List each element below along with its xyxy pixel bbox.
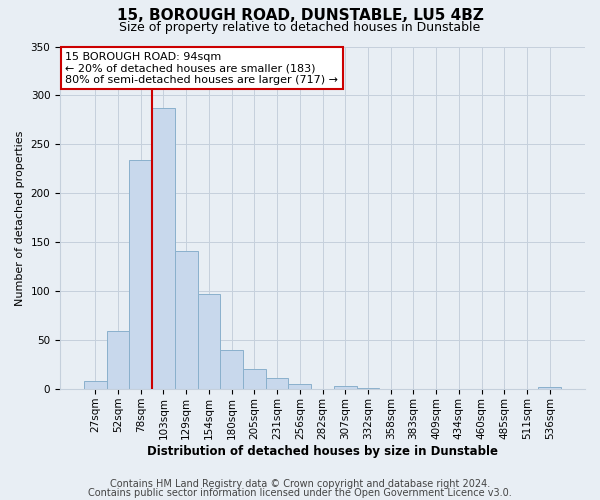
Text: 15, BOROUGH ROAD, DUNSTABLE, LU5 4BZ: 15, BOROUGH ROAD, DUNSTABLE, LU5 4BZ [116,8,484,22]
Bar [84,382,107,389]
Bar [220,350,243,389]
Text: 15 BOROUGH ROAD: 94sqm
← 20% of detached houses are smaller (183)
80% of semi-de: 15 BOROUGH ROAD: 94sqm ← 20% of detached… [65,52,338,85]
Bar [334,386,356,389]
Bar [107,332,130,389]
Bar [356,388,379,389]
Text: Contains public sector information licensed under the Open Government Licence v3: Contains public sector information licen… [88,488,512,498]
Bar [266,378,289,389]
Bar [289,384,311,389]
Bar [243,368,266,389]
Bar [130,160,152,389]
Bar [538,387,561,389]
X-axis label: Distribution of detached houses by size in Dunstable: Distribution of detached houses by size … [147,444,498,458]
Text: Contains HM Land Registry data © Crown copyright and database right 2024.: Contains HM Land Registry data © Crown c… [110,479,490,489]
Y-axis label: Number of detached properties: Number of detached properties [15,130,25,306]
Bar [175,251,197,389]
Bar [197,294,220,389]
Bar [152,108,175,389]
Text: Size of property relative to detached houses in Dunstable: Size of property relative to detached ho… [119,21,481,34]
